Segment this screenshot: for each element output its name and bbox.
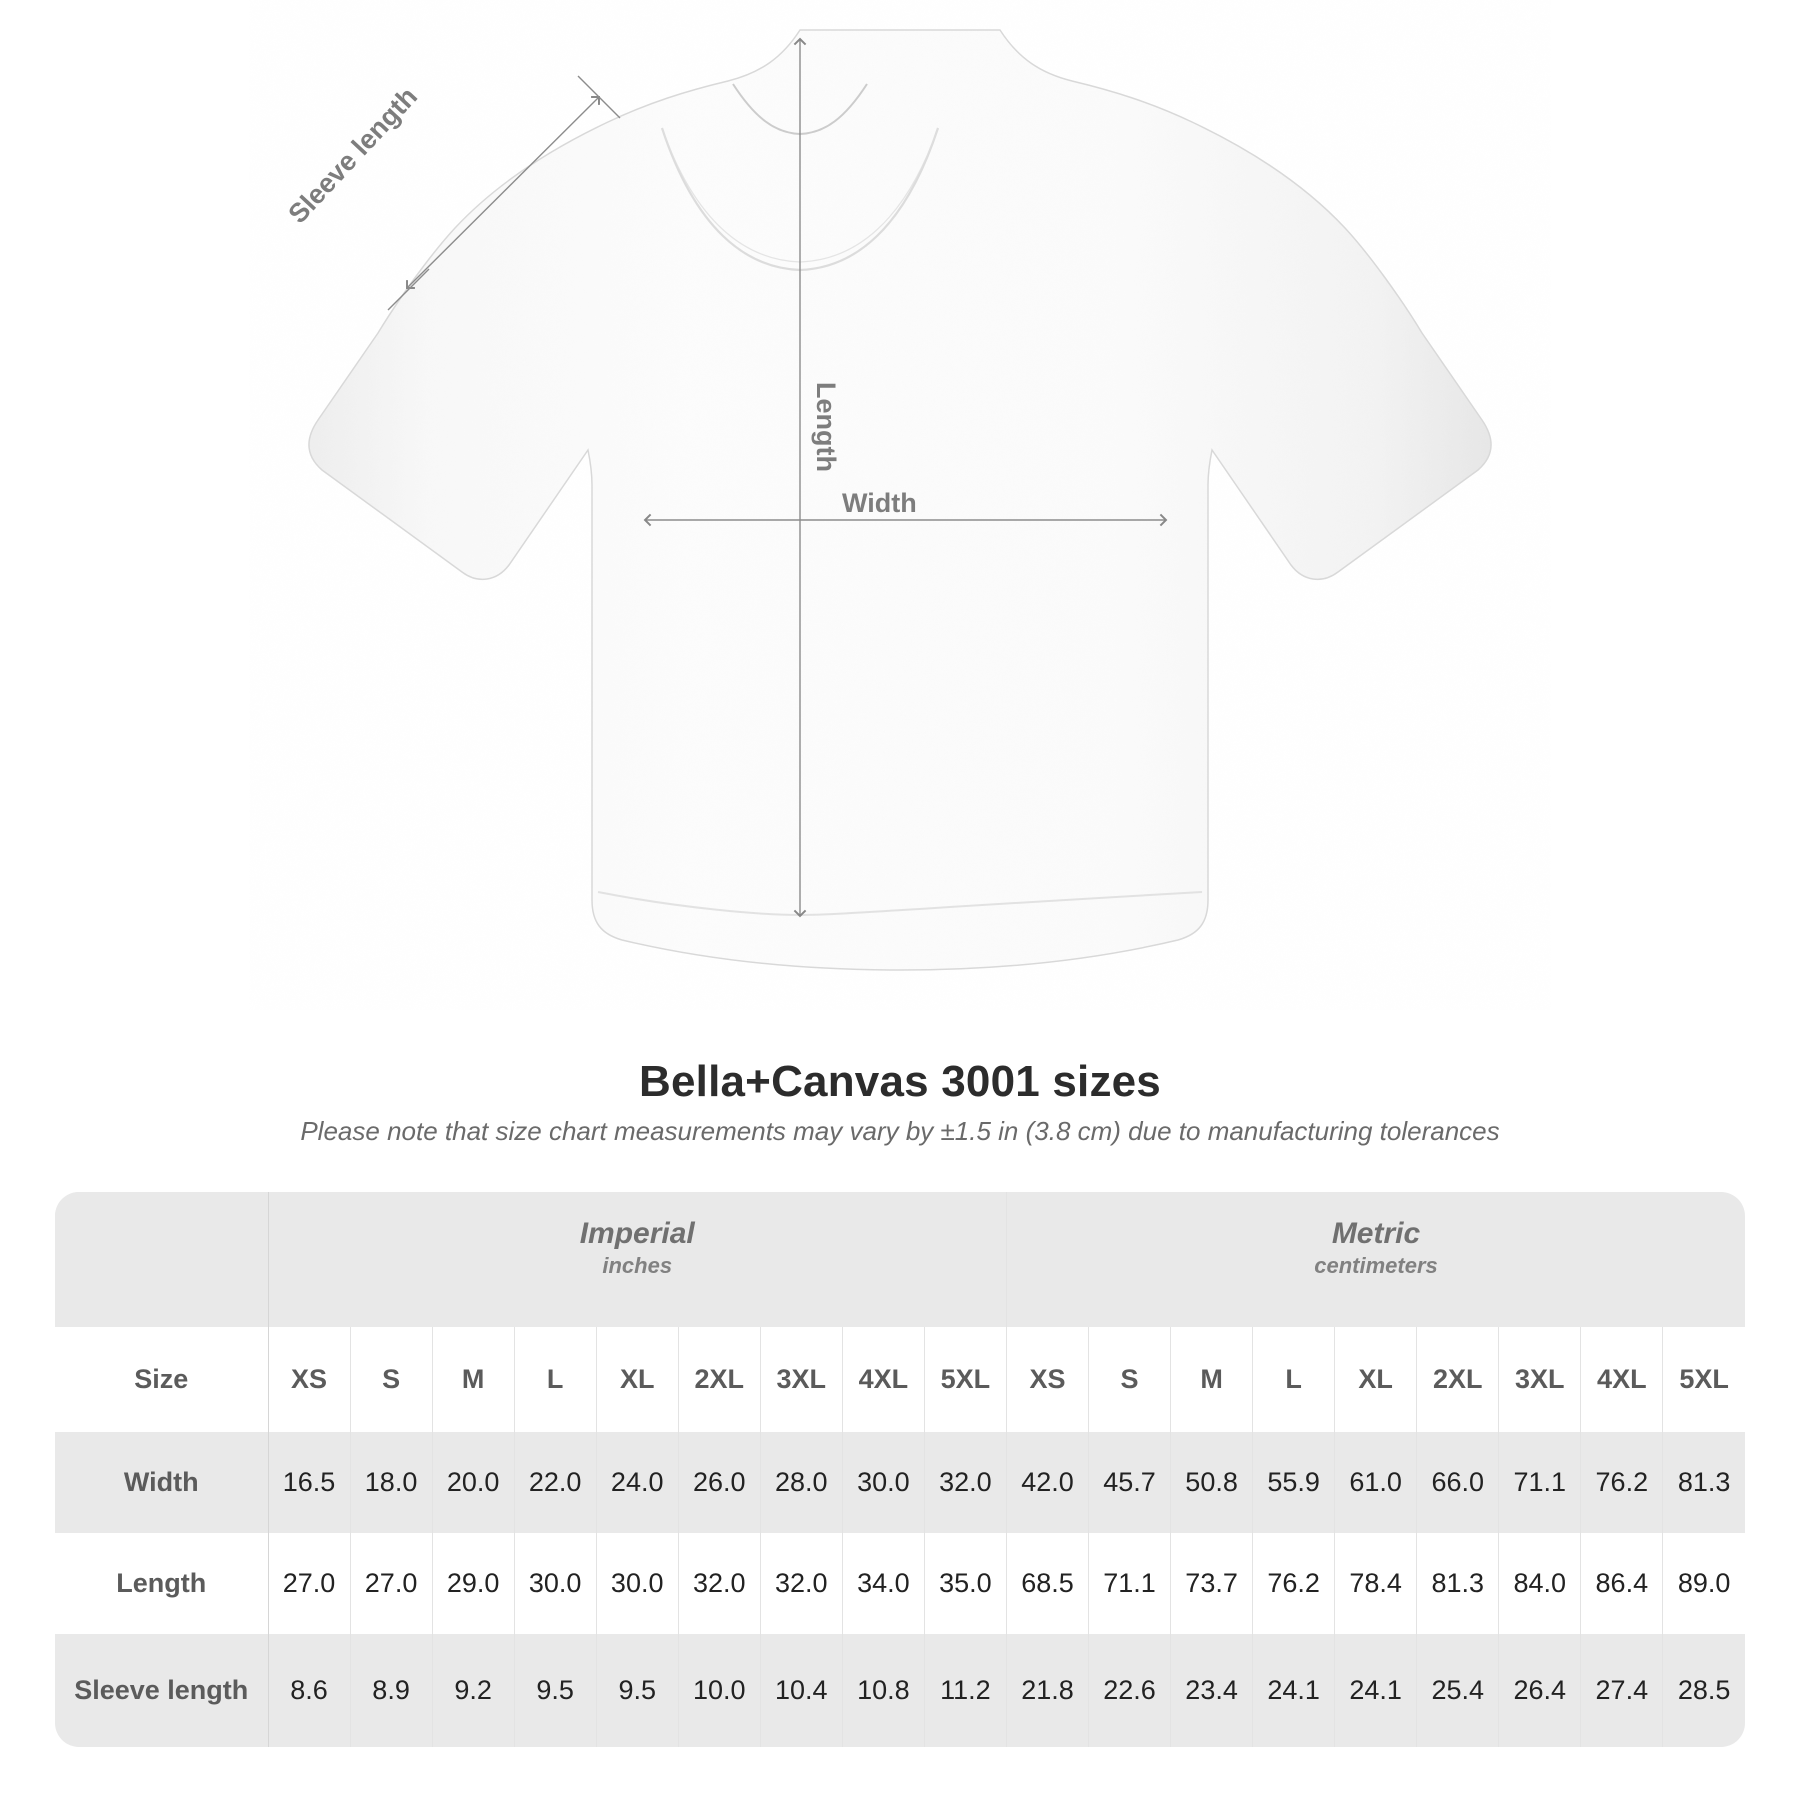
- svg-text:Width: Width: [842, 488, 917, 518]
- svg-text:Length: Length: [811, 382, 841, 472]
- svg-text:Sleeve length: Sleeve length: [282, 81, 423, 229]
